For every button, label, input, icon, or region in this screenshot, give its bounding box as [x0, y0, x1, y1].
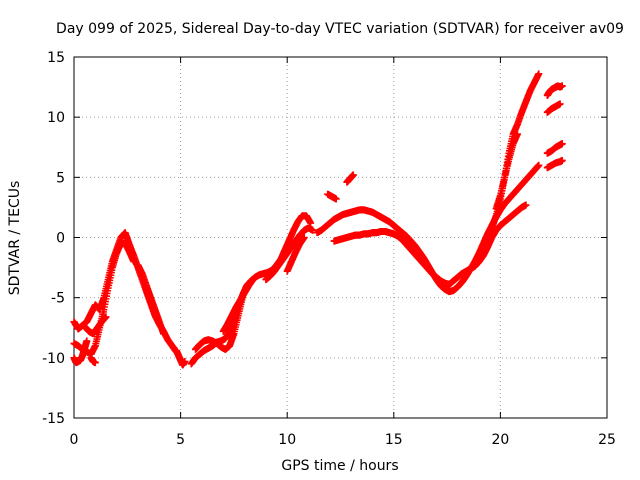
y-tick-label: 0: [56, 231, 65, 247]
data-point: [522, 201, 530, 209]
series-track-u: [543, 100, 564, 116]
series-track-v: [543, 140, 566, 157]
series-track-t: [543, 82, 566, 100]
x-tick-label: 25: [598, 432, 616, 448]
data-point: [349, 171, 357, 179]
y-axis-label: SDTVAR / TECUs: [7, 181, 23, 296]
series-track-d: [81, 313, 110, 338]
y-tick-label: -10: [42, 351, 65, 367]
series-track-o: [324, 190, 340, 203]
series-track-s: [492, 130, 521, 213]
data-point: [300, 234, 308, 241]
data-point: [535, 161, 543, 169]
data-point: [558, 140, 566, 148]
series-track-q: [445, 201, 530, 288]
data-points: [70, 70, 566, 369]
data-point: [91, 359, 99, 367]
x-tick-label: 0: [70, 432, 79, 448]
data-point: [558, 156, 566, 164]
chart-title: Day 099 of 2025, Sidereal Day-to-day VTE…: [56, 21, 624, 37]
y-tick-label: -5: [51, 291, 65, 307]
y-tick-labels: -15 -10 -5 0 5 10 15: [42, 50, 65, 427]
x-tick-label: 5: [176, 432, 185, 448]
series-track-k: [262, 224, 317, 284]
data-point: [556, 100, 564, 108]
series-track-j: [219, 276, 257, 335]
series-track-p: [343, 171, 357, 186]
y-tick-label: 15: [47, 50, 65, 66]
data-point: [513, 130, 521, 138]
data-point: [83, 337, 91, 345]
data-point: [102, 313, 110, 321]
data-point: [130, 258, 138, 266]
series-track-c: [70, 337, 91, 367]
series-track-g: [172, 347, 189, 369]
series-track-f: [134, 261, 168, 338]
x-tick-labels: 0 5 10 15 20 25: [70, 432, 616, 448]
x-tick-label: 20: [491, 432, 509, 448]
data-point: [332, 195, 340, 203]
series-track-r: [484, 70, 543, 241]
data-point: [535, 70, 543, 78]
series-track-w: [543, 156, 566, 172]
y-tick-label: -15: [42, 411, 65, 427]
y-tick-label: 5: [56, 170, 65, 186]
y-tick-label: 10: [47, 110, 65, 126]
x-tick-label: 15: [385, 432, 403, 448]
x-tick-label: 10: [278, 432, 296, 448]
grid-lines: [74, 57, 607, 418]
series-track-e: [87, 354, 99, 367]
data-point: [558, 82, 566, 90]
data-point: [181, 357, 189, 365]
data-point: [309, 226, 317, 234]
data-point: [249, 276, 257, 284]
series-track-i: [192, 294, 246, 353]
data-point: [160, 330, 168, 338]
series-track-l: [283, 234, 308, 275]
x-axis-label: GPS time / hours: [281, 458, 398, 474]
